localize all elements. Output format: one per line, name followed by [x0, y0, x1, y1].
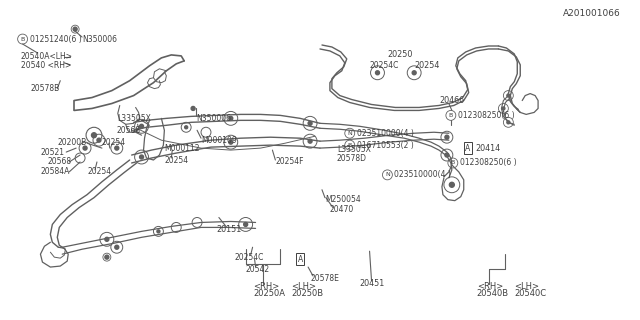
Text: 20254: 20254 [414, 61, 440, 70]
Circle shape [445, 135, 449, 139]
Circle shape [92, 133, 97, 138]
Text: L33505X: L33505X [116, 114, 150, 123]
Text: 20254: 20254 [164, 156, 189, 164]
Text: N350006: N350006 [82, 35, 117, 44]
Circle shape [445, 153, 449, 157]
Text: <LH>: <LH> [515, 282, 540, 292]
Text: 012308250(6 ): 012308250(6 ) [460, 158, 516, 167]
Circle shape [83, 146, 87, 150]
Text: <LH>: <LH> [291, 282, 316, 292]
Circle shape [308, 121, 312, 125]
Circle shape [157, 230, 160, 233]
Text: 20250B: 20250B [291, 289, 323, 298]
Circle shape [507, 94, 510, 97]
Text: 20151: 20151 [216, 225, 241, 234]
Circle shape [412, 71, 416, 75]
Circle shape [105, 237, 109, 241]
Text: 023510000(4 ): 023510000(4 ) [356, 129, 413, 138]
Text: A: A [465, 144, 470, 153]
Text: 20568: 20568 [116, 126, 141, 135]
Circle shape [376, 71, 380, 75]
Circle shape [191, 107, 195, 110]
Text: 20578E: 20578E [310, 275, 339, 284]
Text: M000109: M000109 [201, 136, 237, 145]
Text: B: B [20, 36, 25, 42]
Text: 20250A: 20250A [253, 289, 285, 298]
Text: 20578B: 20578B [31, 84, 60, 93]
Text: 20470: 20470 [330, 205, 354, 214]
Text: 01251240(6 ): 01251240(6 ) [29, 35, 81, 44]
Text: M250054: M250054 [325, 195, 361, 204]
Text: N: N [385, 172, 390, 177]
Text: N350006: N350006 [196, 114, 231, 123]
Circle shape [140, 155, 143, 159]
Circle shape [97, 138, 101, 142]
Text: 20540A<LH>: 20540A<LH> [20, 52, 72, 61]
Circle shape [228, 116, 233, 120]
Circle shape [105, 255, 109, 259]
Text: 20540B: 20540B [477, 289, 509, 298]
Text: 20542: 20542 [246, 265, 270, 274]
Circle shape [244, 222, 248, 227]
Text: 20568: 20568 [47, 157, 72, 166]
Circle shape [449, 182, 454, 187]
Text: 20540 <RH>: 20540 <RH> [20, 61, 71, 70]
Text: 016710553(2 ): 016710553(2 ) [356, 140, 413, 150]
Text: 20466: 20466 [439, 96, 464, 105]
Circle shape [507, 121, 510, 124]
Circle shape [115, 146, 119, 150]
Text: 20414: 20414 [476, 144, 500, 153]
Text: 20250: 20250 [387, 51, 413, 60]
Text: 20254F: 20254F [275, 157, 304, 166]
Text: 20521: 20521 [40, 148, 65, 156]
Circle shape [115, 245, 119, 249]
Text: 20200B: 20200B [58, 138, 86, 147]
Text: A201001066: A201001066 [563, 9, 621, 18]
Text: 20584A: 20584A [40, 167, 70, 176]
Text: L33505X: L33505X [337, 145, 371, 154]
Text: A: A [298, 255, 303, 264]
Circle shape [185, 126, 188, 129]
Text: N: N [348, 131, 352, 136]
Text: B: B [348, 143, 352, 148]
Text: 20540C: 20540C [515, 289, 547, 298]
Text: B: B [451, 160, 455, 165]
Text: 20254C: 20254C [369, 61, 399, 70]
Text: 20451: 20451 [360, 279, 385, 288]
Text: 20254: 20254 [87, 167, 111, 176]
Circle shape [140, 124, 143, 128]
Text: 20254C: 20254C [235, 253, 264, 262]
Text: <RH>: <RH> [253, 282, 280, 292]
Circle shape [73, 27, 77, 31]
Circle shape [502, 107, 505, 110]
Text: B: B [449, 113, 453, 118]
Text: 20254: 20254 [102, 138, 126, 147]
Text: 023510000(4 ): 023510000(4 ) [394, 170, 451, 180]
Text: <RH>: <RH> [477, 282, 503, 292]
Text: M000112: M000112 [164, 144, 200, 153]
Circle shape [308, 139, 312, 143]
Text: 20578D: 20578D [337, 154, 367, 163]
Text: 012308250(6 ): 012308250(6 ) [458, 111, 515, 120]
Circle shape [228, 140, 233, 144]
